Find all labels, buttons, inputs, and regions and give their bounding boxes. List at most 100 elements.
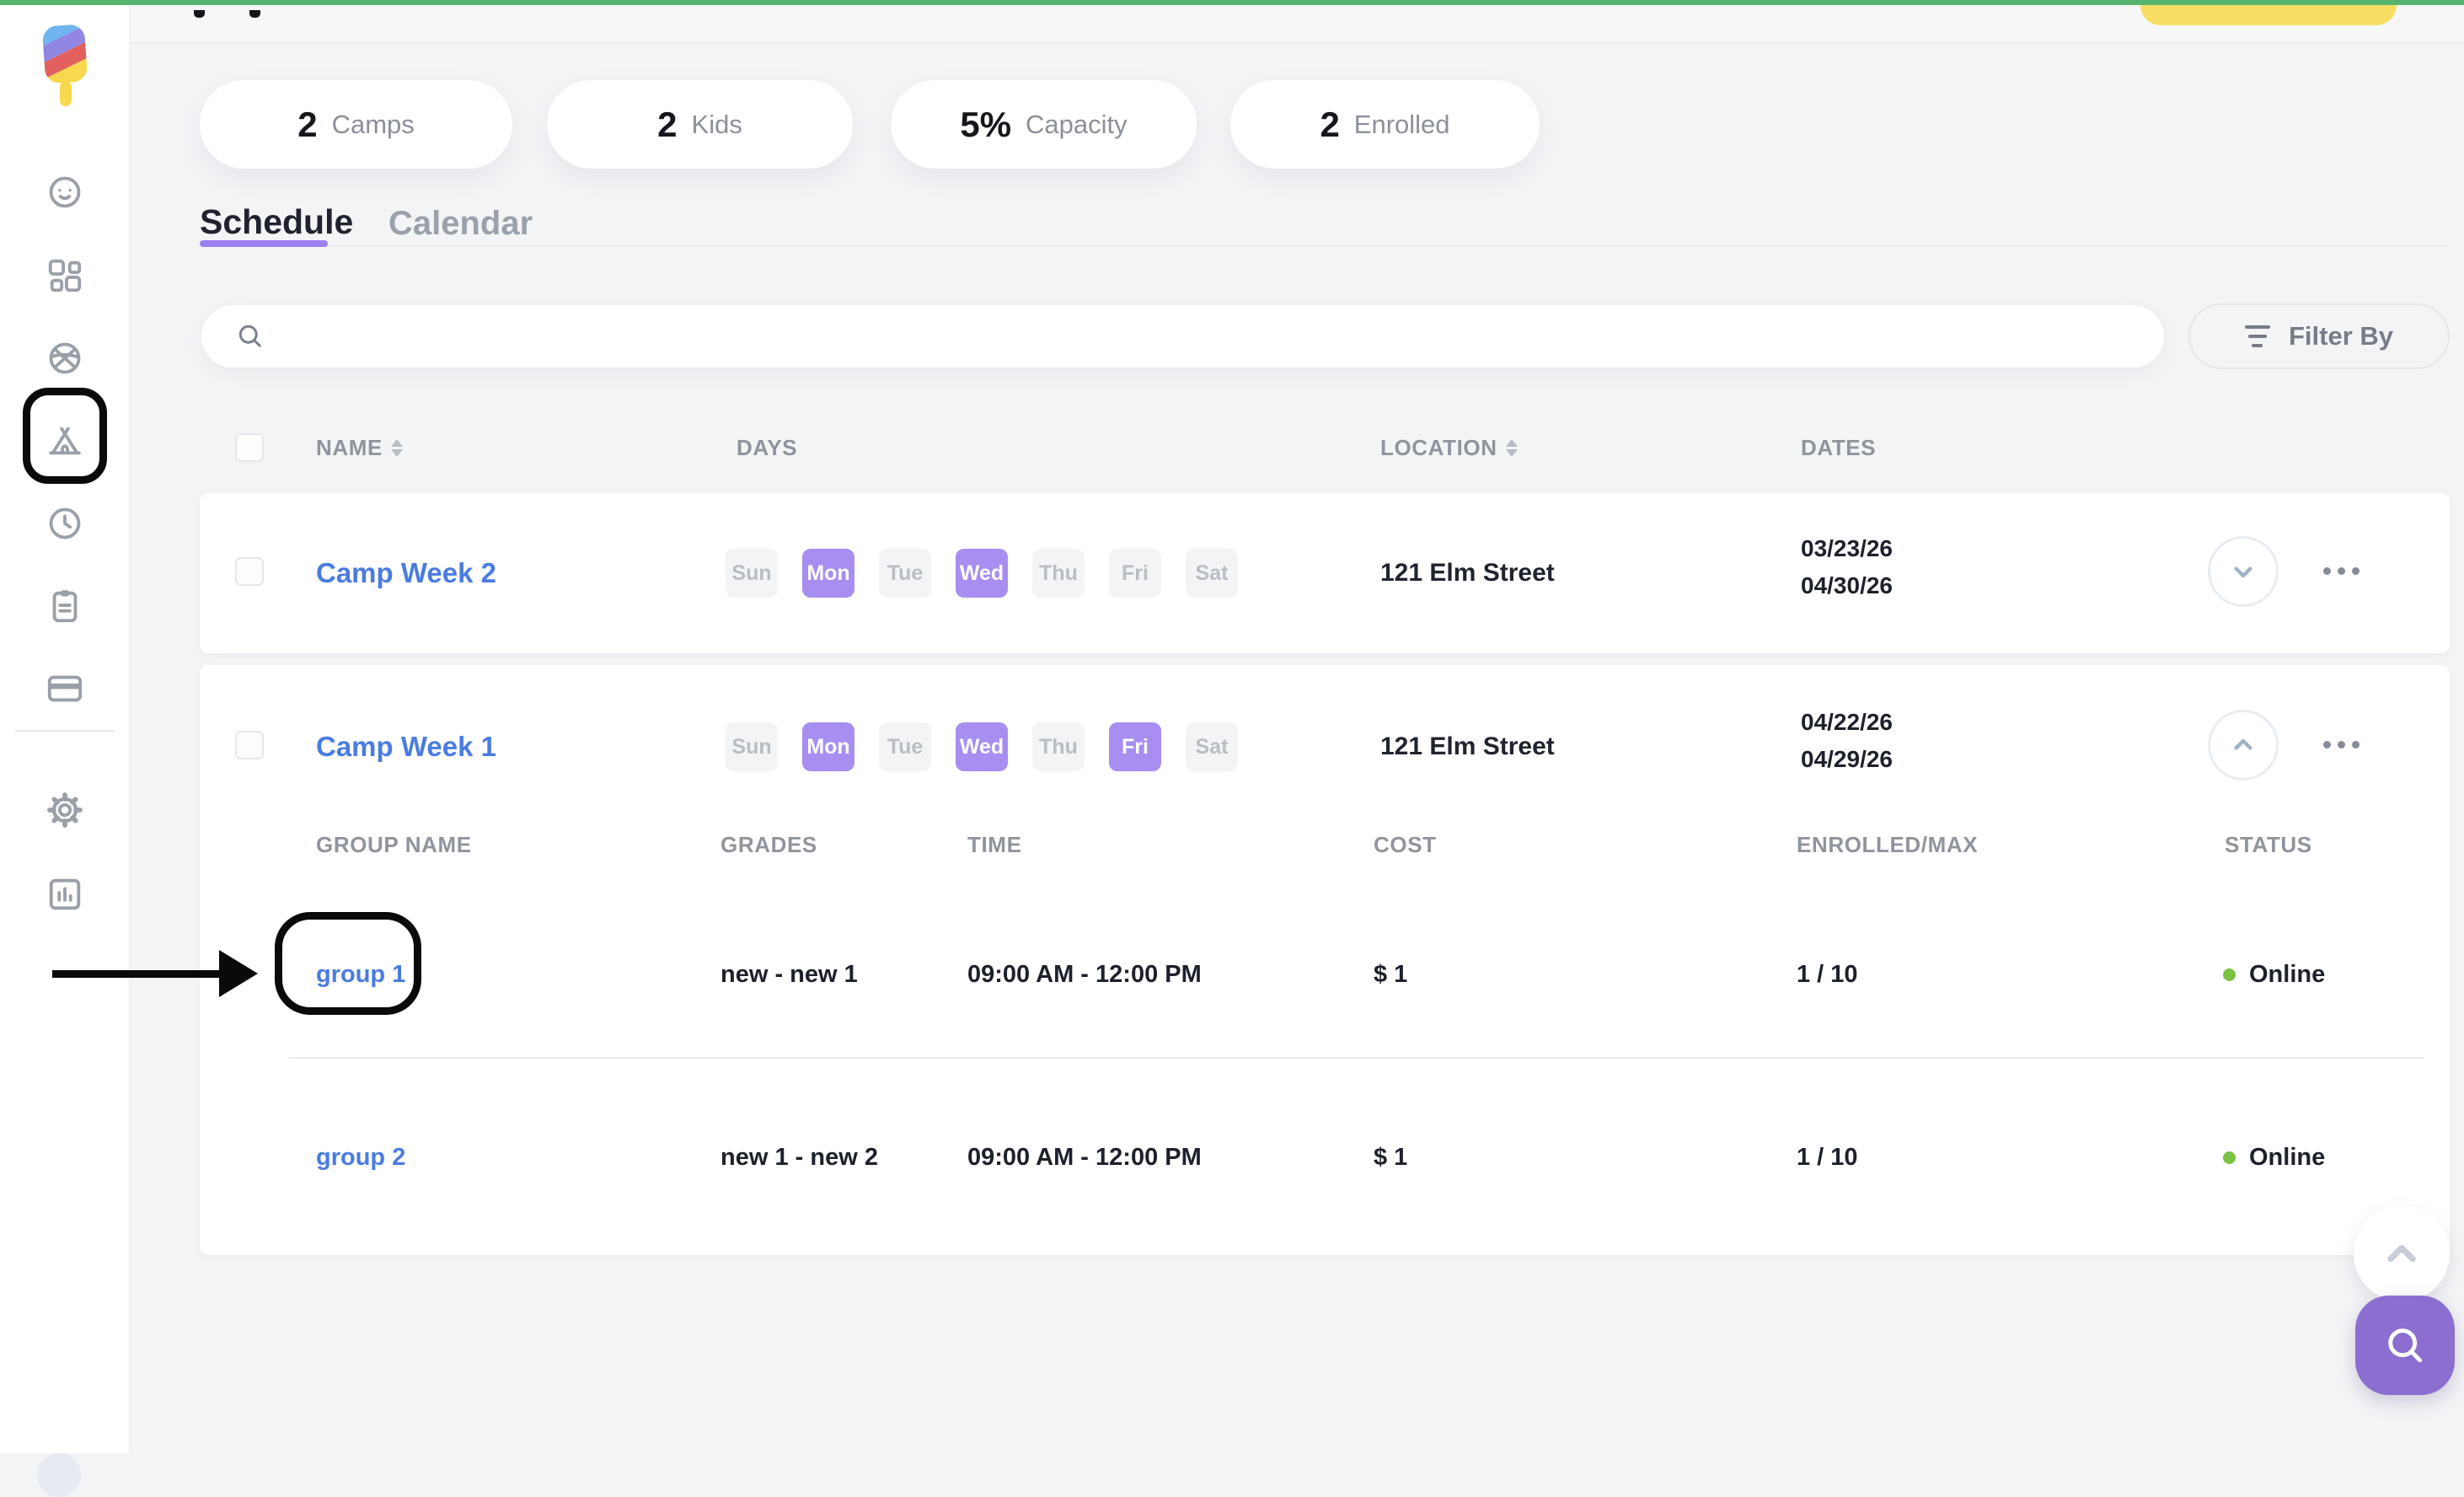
day-chip: Thu bbox=[1032, 722, 1085, 771]
camp-date-end: 04/29/26 bbox=[1801, 746, 1893, 772]
day-chip: Wed bbox=[956, 722, 1008, 771]
filter-by-button[interactable]: Filter By bbox=[2188, 303, 2450, 369]
collapse-row-button[interactable] bbox=[2208, 710, 2279, 781]
group-column-status: STATUS bbox=[2225, 832, 2312, 857]
page-header bbox=[131, 5, 2464, 44]
camp-row-card-expanded: Camp Week 1 Sun Mon Tue Wed Thu Fri Sat … bbox=[200, 665, 2450, 1255]
tab-calendar[interactable]: Calendar bbox=[388, 205, 533, 242]
sidebar-divider bbox=[15, 730, 115, 732]
search-icon bbox=[238, 325, 261, 347]
select-all-checkbox[interactable] bbox=[235, 433, 264, 462]
tab-schedule[interactable]: Schedule bbox=[200, 202, 354, 241]
filter-by-label: Filter By bbox=[2288, 321, 2394, 351]
sort-icon[interactable] bbox=[390, 439, 403, 457]
clipboard-icon bbox=[52, 590, 78, 623]
avatar[interactable] bbox=[37, 1453, 81, 1497]
camp-location: 121 Elm Street bbox=[1380, 732, 1555, 760]
day-chip: Sat bbox=[1186, 549, 1238, 598]
filter-icon bbox=[2244, 325, 2270, 347]
annotation-box-group1 bbox=[275, 912, 421, 1015]
group-enrolled-max: 1 / 10 bbox=[1797, 961, 1858, 988]
sidebar-item-payments[interactable] bbox=[46, 669, 84, 708]
group-column-cost: COST bbox=[1374, 832, 1437, 857]
stat-pill-kids: 2 Kids bbox=[547, 80, 853, 169]
column-header-location[interactable]: LOCATION bbox=[1380, 435, 1518, 461]
day-chip: Sun bbox=[726, 549, 778, 598]
group-column-grades: GRADES bbox=[720, 832, 817, 857]
status-badge: Online bbox=[2249, 961, 2326, 988]
sidebar-item-dashboard[interactable] bbox=[46, 256, 84, 295]
stat-label: Capacity bbox=[1026, 109, 1128, 139]
search-input[interactable] bbox=[284, 322, 2147, 351]
chevron-down-icon bbox=[2234, 566, 2252, 578]
stat-value: 2 bbox=[657, 104, 678, 144]
day-chip: Thu bbox=[1032, 549, 1085, 598]
basketball-icon bbox=[49, 342, 81, 374]
day-chip: Mon bbox=[802, 549, 854, 598]
help-search-fab[interactable] bbox=[2355, 1296, 2455, 1395]
stat-pill-capacity: 5% Capacity bbox=[891, 80, 1197, 169]
chevron-up-icon bbox=[2387, 1244, 2416, 1263]
day-chip: Tue bbox=[879, 549, 931, 598]
annotation-arrow-line bbox=[52, 970, 222, 978]
expand-row-button[interactable] bbox=[2208, 536, 2279, 607]
search-bar[interactable] bbox=[200, 303, 2166, 369]
row-menu-button[interactable] bbox=[2323, 741, 2360, 748]
group-enrolled-max: 1 / 10 bbox=[1797, 1144, 1858, 1171]
stat-pill-camps: 2 Camps bbox=[200, 80, 512, 169]
day-chip: Wed bbox=[956, 549, 1008, 598]
status-dot bbox=[2223, 1151, 2236, 1164]
day-chip: Fri bbox=[1109, 722, 1161, 771]
stat-label: Camps bbox=[331, 109, 415, 139]
group-column-enrolled-max: ENROLLED/MAX bbox=[1797, 832, 1979, 857]
status-dot bbox=[2223, 968, 2236, 981]
camp-link[interactable]: Camp Week 1 bbox=[316, 731, 496, 762]
page-title-remnant bbox=[249, 10, 260, 18]
day-chip: Mon bbox=[802, 722, 854, 771]
stat-value: 2 bbox=[1320, 104, 1340, 144]
stat-label: Kids bbox=[691, 109, 742, 139]
column-header-name[interactable]: NAME bbox=[316, 435, 403, 461]
stat-value: 5% bbox=[960, 104, 1012, 144]
camp-row-card: Camp Week 2 Sun Mon Tue Wed Thu Fri Sat … bbox=[200, 493, 2450, 653]
camp-link[interactable]: Camp Week 2 bbox=[316, 557, 496, 588]
stat-value: 2 bbox=[297, 104, 318, 144]
annotation-box-camps-icon bbox=[23, 388, 107, 484]
day-chip: Tue bbox=[879, 722, 931, 771]
row-checkbox[interactable] bbox=[235, 557, 264, 586]
row-checkbox[interactable] bbox=[235, 731, 264, 759]
stat-label: Enrolled bbox=[1353, 109, 1450, 139]
top-accent-bar bbox=[0, 0, 2464, 5]
day-chip: Sun bbox=[726, 722, 778, 771]
group-time: 09:00 AM - 12:00 PM bbox=[967, 1144, 1202, 1171]
group-column-time: TIME bbox=[967, 832, 1022, 857]
group-link[interactable]: group 2 bbox=[316, 1144, 406, 1171]
sidebar-item-activities[interactable] bbox=[46, 339, 84, 378]
row-menu-button[interactable] bbox=[2323, 567, 2360, 575]
search-icon bbox=[2388, 1328, 2423, 1363]
sidebar-item-reports[interactable] bbox=[46, 875, 84, 914]
sidebar-item-settings[interactable] bbox=[46, 791, 84, 829]
credit-card-icon bbox=[47, 675, 83, 702]
camp-date-start: 04/22/26 bbox=[1801, 709, 1893, 735]
camp-date-start: 03/23/26 bbox=[1801, 535, 1893, 561]
group-grades: new - new 1 bbox=[720, 961, 858, 988]
sidebar bbox=[0, 5, 131, 1497]
day-chip: Fri bbox=[1109, 549, 1161, 598]
sidebar-item-camps[interactable] bbox=[46, 421, 84, 460]
popsicle-logo bbox=[41, 24, 88, 106]
camp-date-end: 04/30/26 bbox=[1801, 572, 1893, 598]
annotation-arrow-head bbox=[219, 950, 258, 997]
primary-action-button-partial[interactable] bbox=[2140, 5, 2397, 25]
kid-face-icon bbox=[49, 176, 81, 208]
sort-icon[interactable] bbox=[1505, 439, 1518, 457]
scroll-to-top-button[interactable] bbox=[2354, 1205, 2450, 1301]
sidebar-item-schedule[interactable] bbox=[46, 504, 84, 543]
dashboard-grid-icon bbox=[48, 259, 82, 292]
group-row-divider bbox=[288, 1057, 2424, 1059]
page-title-remnant bbox=[194, 10, 205, 18]
sidebar-item-forms[interactable] bbox=[46, 587, 84, 625]
column-header-days: DAYS bbox=[737, 435, 798, 460]
group-cost: $ 1 bbox=[1374, 1144, 1408, 1171]
sidebar-item-kids[interactable] bbox=[46, 173, 84, 212]
